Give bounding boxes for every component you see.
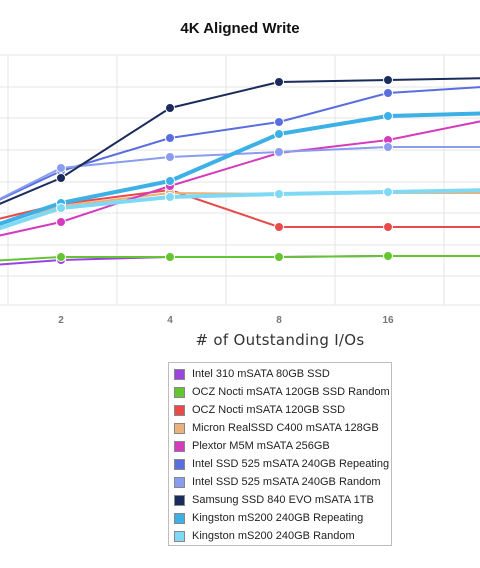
legend-label: Kingston mS200 240GB Repeating	[192, 512, 364, 524]
series-intel-ssd-525-msata-240gb-random	[0, 142, 480, 200]
legend-swatch	[174, 512, 185, 524]
legend-label: Micron RealSSD C400 mSATA 128GB	[192, 422, 379, 434]
legend-item[interactable]: Micron RealSSD C400 mSATA 128GB	[174, 419, 391, 437]
data-point[interactable]	[165, 152, 175, 162]
x-tick-label: 4	[167, 315, 173, 326]
legend-item[interactable]: Plextor M5M mSATA 256GB	[174, 437, 391, 455]
legend-label: Intel SSD 525 mSATA 240GB Random	[192, 476, 381, 488]
data-point[interactable]	[56, 173, 66, 183]
data-point[interactable]	[56, 163, 66, 173]
legend-label: Samsung SSD 840 EVO mSATA 1TB	[192, 494, 374, 506]
legend-label: Intel SSD 525 mSATA 240GB Repeating	[192, 458, 390, 470]
series-samsung-ssd-840-evo-msata-1tb	[0, 75, 480, 205]
x-axis-label: # of Outstanding I/Os	[195, 331, 365, 349]
legend-swatch	[174, 386, 185, 398]
data-point[interactable]	[274, 222, 284, 232]
legend-item[interactable]: OCZ Nocti mSATA 120GB SSD	[174, 401, 391, 419]
legend-item[interactable]: Kingston mS200 240GB Random	[174, 527, 391, 545]
series-line	[0, 188, 480, 231]
x-tick-label: 16	[382, 315, 394, 326]
series-kingston-ms200-240gb-random	[0, 187, 480, 231]
legend-swatch	[174, 458, 185, 470]
x-tick-label: 8	[276, 315, 282, 326]
legend-label: OCZ Nocti mSATA 120GB SSD	[192, 404, 346, 416]
data-point[interactable]	[274, 129, 284, 139]
data-point[interactable]	[165, 252, 175, 262]
legend-swatch	[174, 494, 185, 506]
legend-item[interactable]: Samsung SSD 840 EVO mSATA 1TB	[174, 491, 391, 509]
series-intel-310-msata-80gb-ssd	[0, 251, 480, 266]
series-line	[0, 255, 480, 262]
legend-swatch	[174, 368, 185, 380]
data-point[interactable]	[165, 133, 175, 143]
legend-swatch	[174, 440, 185, 452]
chart-title: 4K Aligned Write	[180, 20, 300, 37]
legend-swatch	[174, 476, 185, 488]
legend-swatch	[174, 404, 185, 416]
series-ocz-nocti-msata-120gb-ssd-random	[0, 251, 480, 262]
x-tick-label: 2	[58, 315, 64, 326]
data-point[interactable]	[165, 103, 175, 113]
legend-label: Intel 310 mSATA 80GB SSD	[192, 368, 330, 380]
data-point[interactable]	[383, 88, 393, 98]
legend-item[interactable]: Intel SSD 525 mSATA 240GB Random	[174, 473, 391, 491]
data-point[interactable]	[383, 142, 393, 152]
series-line	[0, 86, 480, 201]
legend-item[interactable]: Intel 310 mSATA 80GB SSD	[174, 365, 391, 383]
data-point[interactable]	[383, 75, 393, 85]
data-point[interactable]	[383, 187, 393, 197]
data-point[interactable]	[56, 217, 66, 227]
legend-label: Plextor M5M mSATA 256GB	[192, 440, 330, 452]
legend-label: OCZ Nocti mSATA 120GB SSD Random	[192, 386, 390, 398]
data-point[interactable]	[383, 251, 393, 261]
data-point[interactable]	[274, 77, 284, 87]
legend-item[interactable]: Intel SSD 525 mSATA 240GB Repeating	[174, 455, 391, 473]
data-point[interactable]	[274, 147, 284, 157]
series-line	[0, 120, 480, 237]
data-point[interactable]	[274, 252, 284, 262]
data-point[interactable]	[274, 189, 284, 199]
data-point[interactable]	[56, 203, 66, 213]
legend-swatch	[174, 530, 185, 542]
data-point[interactable]	[165, 176, 175, 186]
data-point[interactable]	[165, 192, 175, 202]
data-point[interactable]	[383, 111, 393, 121]
legend: Intel 310 mSATA 80GB SSD OCZ Nocti mSATA …	[168, 362, 392, 546]
legend-item[interactable]: Kingston mS200 240GB Repeating	[174, 509, 391, 527]
data-point[interactable]	[56, 252, 66, 262]
legend-label: Kingston mS200 240GB Random	[192, 530, 355, 542]
data-point[interactable]	[383, 222, 393, 232]
series-line	[0, 146, 480, 200]
legend-swatch	[174, 422, 185, 434]
series-kingston-ms200-240gb-repeating	[0, 111, 480, 226]
series-line	[0, 77, 480, 205]
series-line	[0, 111, 480, 226]
legend-item[interactable]: OCZ Nocti mSATA 120GB SSD Random	[174, 383, 391, 401]
data-point[interactable]	[274, 117, 284, 127]
